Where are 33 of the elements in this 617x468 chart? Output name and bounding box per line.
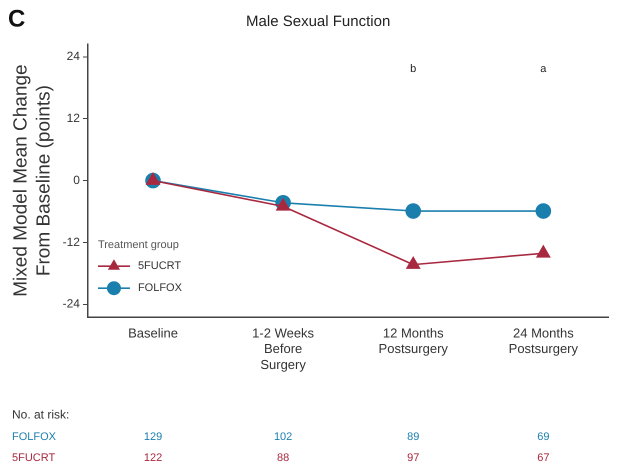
point bbox=[406, 256, 420, 269]
x-tick-label: Baseline bbox=[128, 326, 178, 341]
text: 69 bbox=[537, 431, 550, 444]
y-tick-label: 24 bbox=[66, 49, 80, 64]
annotation: b bbox=[410, 63, 416, 76]
y-tick-label: 12 bbox=[66, 111, 80, 126]
y-tick-label: 0 bbox=[73, 172, 80, 187]
y-tick-label: -12 bbox=[62, 234, 80, 249]
y-axis-title: Mixed Model Mean Change From Baseline (points) bbox=[10, 64, 54, 297]
text: 129 bbox=[144, 431, 162, 444]
text: No. at risk: bbox=[12, 407, 70, 422]
legend-title: Treatment group bbox=[98, 239, 179, 252]
chart-title: Male Sexual Function bbox=[246, 13, 390, 30]
x-tick-label: 12 Months Postsurgery bbox=[378, 326, 448, 356]
point bbox=[276, 198, 290, 211]
legend-label: FOLFOX bbox=[138, 282, 183, 294]
y-tick-label: -24 bbox=[62, 296, 80, 311]
text: 89 bbox=[407, 431, 420, 444]
legend-label: 5FUCRT bbox=[138, 260, 182, 272]
text: 97 bbox=[407, 452, 420, 464]
annotation: a bbox=[540, 63, 548, 76]
x-tick-label: 24 Months Postsurgery bbox=[508, 326, 579, 356]
text: FOLFOX bbox=[12, 431, 57, 444]
text: 102 bbox=[274, 431, 292, 444]
text: 88 bbox=[276, 452, 290, 464]
text: 67 bbox=[537, 452, 550, 464]
x-tick-label: 1-2 Weeks Before Surgery bbox=[252, 326, 315, 372]
point bbox=[405, 203, 422, 219]
text: 122 bbox=[144, 452, 162, 464]
text: 5FUCRT bbox=[12, 452, 56, 464]
point bbox=[536, 245, 550, 258]
text: C bbox=[8, 6, 26, 33]
point bbox=[536, 203, 552, 219]
